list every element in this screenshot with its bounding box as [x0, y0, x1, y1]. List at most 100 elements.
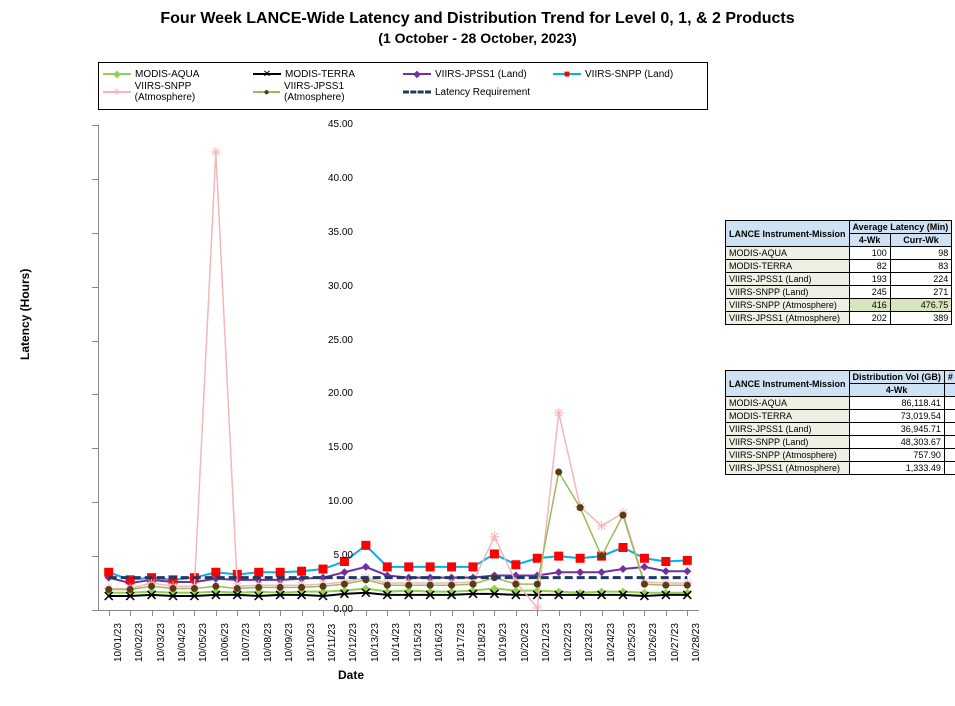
t2-row-label: VIIRS-SNPP (Atmosphere) [726, 449, 850, 462]
x-tick-label: 10/24/23 [606, 623, 617, 662]
distribution-table: LANCE Instrument-Mission Distribution Vo… [725, 370, 955, 475]
legend-item-viirs_jpss1_atm: ●VIIRS-JPSS1 (Atmosphere) [253, 83, 403, 101]
chart-subtitle: (1 October - 28 October, 2023) [0, 30, 955, 46]
t1-row-label: VIIRS-SNPP (Land) [726, 286, 850, 299]
x-tick-label: 10/04/23 [177, 623, 188, 662]
t2-h-vol: Distribution Vol (GB) [849, 371, 944, 384]
t2-row-label: VIIRS-JPSS1 (Land) [726, 423, 850, 436]
x-tick-label: 10/02/23 [134, 623, 145, 662]
t1-cell: 100 [849, 247, 890, 260]
legend-item-viirs_snpp_atm: ✳VIIRS-SNPP (Atmosphere) [103, 83, 253, 101]
x-tick-label: 10/27/23 [670, 623, 681, 662]
latency-table: LANCE Instrument-Mission Average Latency… [725, 220, 952, 325]
series-viirs_snpp_atm [109, 152, 688, 608]
x-tick-label: 10/13/23 [370, 623, 381, 662]
t1-row-label: VIIRS-JPSS1 (Land) [726, 273, 850, 286]
x-axis-label: Date [338, 668, 364, 682]
t2-cell: 48,303.67 [849, 436, 944, 449]
y-tick-label: 30.00 [313, 281, 353, 292]
legend-label: VIIRS-JPSS1 (Atmosphere) [284, 81, 403, 103]
legend-label: MODIS-AQUA [135, 69, 199, 80]
x-tick-label: 10/17/23 [456, 623, 467, 662]
t2-row-label: VIIRS-SNPP (Land) [726, 436, 850, 449]
t2-h-mission: LANCE Instrument-Mission [726, 371, 850, 397]
x-tick-label: 10/18/23 [477, 623, 488, 662]
y-tick-label: 20.00 [313, 388, 353, 399]
x-tick-label: 10/12/23 [348, 623, 359, 662]
x-tick-label: 10/16/23 [434, 623, 445, 662]
legend-label: MODIS-TERRA [285, 69, 355, 80]
t1-row-label: VIIRS-SNPP (Atmosphere) [726, 299, 850, 312]
x-tick-label: 10/20/23 [520, 623, 531, 662]
chart-title: Four Week LANCE-Wide Latency and Distrib… [0, 10, 955, 28]
x-tick-label: 10/09/23 [284, 623, 295, 662]
page-root: { "title": { "main": "Four Week LANCE-Wi… [0, 0, 955, 706]
t1-cell: 82 [849, 260, 890, 273]
t1-cell: 416 [849, 299, 890, 312]
x-tick-label: 10/25/23 [627, 623, 638, 662]
x-tick-label: 10/08/23 [263, 623, 274, 662]
t1-h-4wk: 4-Wk [849, 234, 890, 247]
y-tick-label: 25.00 [313, 335, 353, 346]
t2-h-files: # of Files Distributed [944, 371, 955, 384]
t1-cell: 83 [890, 260, 951, 273]
x-tick-label: 10/10/23 [306, 623, 317, 662]
t2-cell: 6,431,712 [944, 410, 955, 423]
t1-cell: 224 [890, 273, 951, 286]
t2-cell: 757.90 [849, 449, 944, 462]
t1-cell: 271 [890, 286, 951, 299]
t1-row-label: MODIS-AQUA [726, 247, 850, 260]
x-tick-label: 10/26/23 [648, 623, 659, 662]
x-tick-label: 10/07/23 [241, 623, 252, 662]
t2-cell: 3,090,855 [944, 423, 955, 436]
x-tick-label: 10/11/23 [327, 624, 338, 662]
legend-label: Latency Requirement [435, 87, 530, 98]
t2-cell: 5,205,711 [944, 436, 955, 449]
y-tick-label: 35.00 [313, 227, 353, 238]
t2-cell: 27,864 [944, 462, 955, 475]
t2-h-4wk2: 4-Wk [944, 384, 955, 397]
t1-row-label: VIIRS-JPSS1 (Atmosphere) [726, 312, 850, 325]
t1-h-mission: LANCE Instrument-Mission [726, 221, 850, 247]
t2-row-label: MODIS-AQUA [726, 397, 850, 410]
legend-label: VIIRS-SNPP (Atmosphere) [135, 81, 253, 103]
t1-cell: 98 [890, 247, 951, 260]
t2-h-4wk1: 4-Wk [849, 384, 944, 397]
legend-label: VIIRS-JPSS1 (Land) [435, 69, 527, 80]
x-tick-label: 10/21/23 [541, 623, 552, 662]
y-axis-label: Latency (Hours) [18, 269, 32, 360]
y-tick-label: 15.00 [313, 442, 353, 453]
y-tick-label: 40.00 [313, 173, 353, 184]
t2-cell: 36,945.71 [849, 423, 944, 436]
y-tick-label: 0.00 [313, 604, 353, 615]
t1-cell: 193 [849, 273, 890, 286]
y-tick-label: 45.00 [313, 119, 353, 130]
x-tick-label: 10/05/23 [198, 623, 209, 662]
x-tick-label: 10/28/23 [691, 623, 702, 662]
plot-svg [98, 125, 698, 610]
t2-cell: 86,118.41 [849, 397, 944, 410]
t1-cell: 245 [849, 286, 890, 299]
t2-row-label: VIIRS-JPSS1 (Atmosphere) [726, 462, 850, 475]
t2-row-label: MODIS-TERRA [726, 410, 850, 423]
x-tick-label: 10/23/23 [584, 623, 595, 662]
t1-cell: 389 [890, 312, 951, 325]
t1-h-latency: Average Latency (Min) [849, 221, 952, 234]
x-tick-label: 10/03/23 [156, 623, 167, 662]
t2-cell: 11,833,821 [944, 397, 955, 410]
t2-cell: 1,333.49 [849, 462, 944, 475]
t1-row-label: MODIS-TERRA [726, 260, 850, 273]
t2-cell: 73,019.54 [849, 410, 944, 423]
legend-label: VIIRS-SNPP (Land) [585, 69, 673, 80]
legend-item-latency_req: Latency Requirement [403, 83, 553, 101]
x-tick-label: 10/15/23 [413, 623, 424, 662]
y-tick-label: 5.00 [313, 550, 353, 561]
legend: ◆MODIS-AQUA✕MODIS-TERRA◆VIIRS-JPSS1 (Lan… [98, 62, 708, 110]
legend-item-viirs_snpp_land: ■VIIRS-SNPP (Land) [553, 65, 703, 83]
x-tick-label: 10/01/23 [113, 623, 124, 662]
x-tick-label: 10/19/23 [498, 623, 509, 662]
t1-cell: 476.75 [890, 299, 951, 312]
legend-item-viirs_jpss1_land: ◆VIIRS-JPSS1 (Land) [403, 65, 553, 83]
x-tick-label: 10/22/23 [563, 623, 574, 662]
t1-cell: 202 [849, 312, 890, 325]
